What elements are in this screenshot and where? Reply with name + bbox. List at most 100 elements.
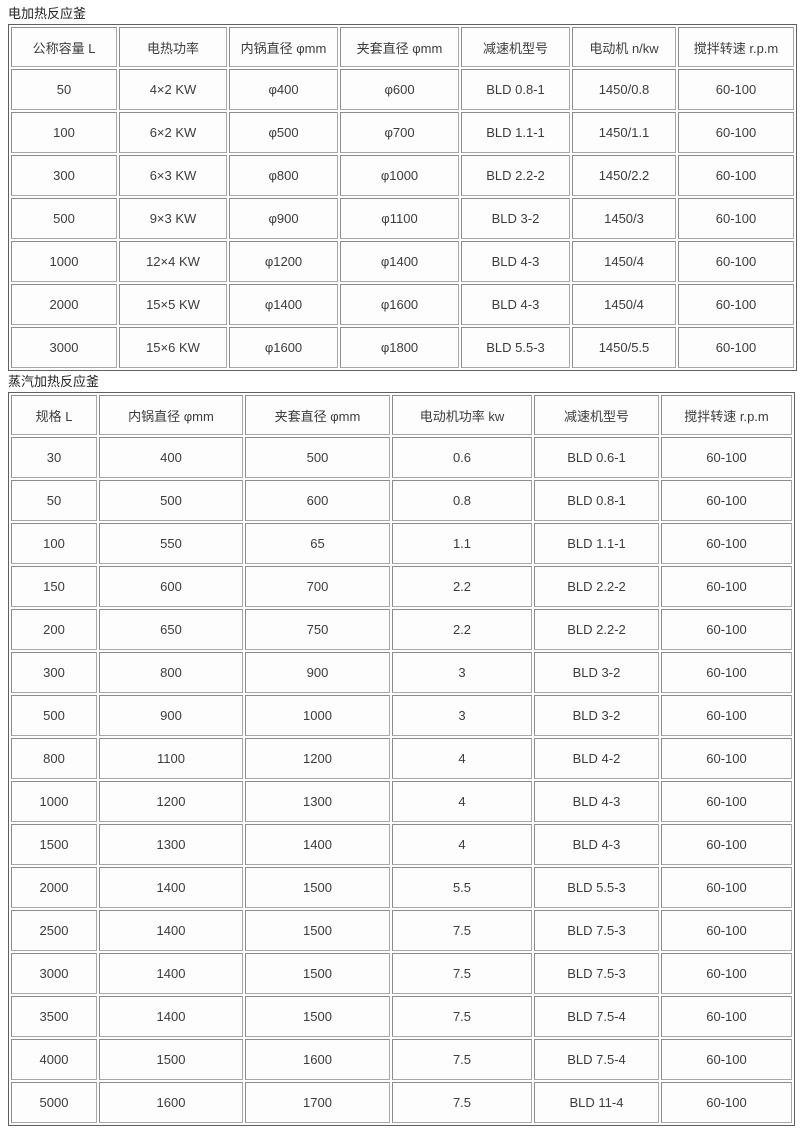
table-cell: 60-100 <box>661 781 792 822</box>
column-header: 减速机型号 <box>534 395 659 435</box>
table-cell: 60-100 <box>678 241 794 282</box>
table-cell: 3 <box>392 695 532 736</box>
table-cell: 60-100 <box>661 738 792 779</box>
table-cell: 50 <box>11 69 117 110</box>
table-cell: BLD 0.8-1 <box>534 480 659 521</box>
table-cell: BLD 4-3 <box>534 824 659 865</box>
table-cell: 2.2 <box>392 609 532 650</box>
table-row: 800 1100 1200 4 BLD 4-2 60-100 <box>11 738 792 779</box>
table-cell: 1450/1.1 <box>572 112 676 153</box>
table-cell: 400 <box>99 437 243 478</box>
table-row: 150 600 700 2.2 BLD 2.2-2 60-100 <box>11 566 792 607</box>
table-cell: BLD 4-2 <box>534 738 659 779</box>
table-cell: 900 <box>245 652 390 693</box>
table-cell: 700 <box>245 566 390 607</box>
column-header: 电动机功率 kw <box>392 395 532 435</box>
table-cell: 100 <box>11 523 97 564</box>
table-cell: 300 <box>11 652 97 693</box>
table-cell: BLD 4-3 <box>461 241 570 282</box>
table-row: 1000 1200 1300 4 BLD 4-3 60-100 <box>11 781 792 822</box>
table-cell: 60-100 <box>661 910 792 951</box>
table-cell: 1450/5.5 <box>572 327 676 368</box>
table-cell: φ1000 <box>340 155 459 196</box>
table-cell: 1000 <box>11 241 117 282</box>
table-body: 30 400 500 0.6 BLD 0.6-1 60-100 50 500 600 0.8 BLD… <box>11 437 792 1123</box>
table-cell: 1500 <box>99 1039 243 1080</box>
table-cell: φ1600 <box>229 327 338 368</box>
table-cell: 1300 <box>99 824 243 865</box>
table-cell: 5000 <box>11 1082 97 1123</box>
steam-heating-reactor-table: 规格 L 内锅直径 φmm 夹套直径 φmm 电动机功率 kw 减速机型号 搅拌转速 r.… <box>8 392 795 1126</box>
table-cell: 60-100 <box>661 867 792 908</box>
column-header: 内锅直径 φmm <box>229 27 338 67</box>
table-cell: 800 <box>99 652 243 693</box>
table-cell: 60-100 <box>661 824 792 865</box>
table-header: 规格 L 内锅直径 φmm 夹套直径 φmm 电动机功率 kw 减速机型号 搅拌转速 r.… <box>11 395 792 435</box>
table-cell: 1400 <box>99 910 243 951</box>
table-cell: 65 <box>245 523 390 564</box>
table-cell: 1500 <box>245 910 390 951</box>
column-header: 内锅直径 φmm <box>99 395 243 435</box>
column-header: 规格 L <box>11 395 97 435</box>
table-cell: BLD 5.5-3 <box>461 327 570 368</box>
table-cell: 6×2 KW <box>119 112 227 153</box>
electric-heating-reactor-title: 电加热反应釜 <box>8 6 87 21</box>
column-header: 电热功率 <box>119 27 227 67</box>
table-cell: φ600 <box>340 69 459 110</box>
table-cell: φ1200 <box>229 241 338 282</box>
table-cell: 1500 <box>245 996 390 1037</box>
table-cell: 3000 <box>11 327 117 368</box>
table-row: 3000 1400 1500 7.5 BLD 7.5-3 60-100 <box>11 953 792 994</box>
table-cell: BLD 4-3 <box>461 284 570 325</box>
table-cell: φ1400 <box>229 284 338 325</box>
table-cell: 1450/4 <box>572 284 676 325</box>
column-header: 搅拌转速 r.p.m <box>678 27 794 67</box>
table-cell: 1400 <box>99 867 243 908</box>
table-cell: 0.8 <box>392 480 532 521</box>
table-cell: 60-100 <box>661 437 792 478</box>
table-cell: 4×2 KW <box>119 69 227 110</box>
table-row: 3500 1400 1500 7.5 BLD 7.5-4 60-100 <box>11 996 792 1037</box>
table-row: 100 6×2 KW φ500 φ700 BLD 1.1-1 1450/1.1 60-100 <box>11 112 794 153</box>
column-header: 电动机 n/kw <box>572 27 676 67</box>
table-cell: 60-100 <box>661 566 792 607</box>
table-cell: 4 <box>392 738 532 779</box>
table-cell: 1600 <box>245 1039 390 1080</box>
table-cell: BLD 7.5-4 <box>534 1039 659 1080</box>
table-cell: 60-100 <box>661 695 792 736</box>
steam-heating-reactor-title: 蒸汽加热反应釜 <box>8 374 100 389</box>
table-cell: 1700 <box>245 1082 390 1123</box>
column-header: 夹套直径 φmm <box>340 27 459 67</box>
table-cell: φ1100 <box>340 198 459 239</box>
table-cell: 500 <box>245 437 390 478</box>
table-row: 100 550 65 1.1 BLD 1.1-1 60-100 <box>11 523 792 564</box>
table-cell: 1500 <box>11 824 97 865</box>
table-cell: BLD 1.1-1 <box>461 112 570 153</box>
table-cell: 60-100 <box>661 1039 792 1080</box>
table-cell: φ1800 <box>340 327 459 368</box>
table-cell: 60-100 <box>661 480 792 521</box>
table-cell: 60-100 <box>661 652 792 693</box>
electric-heating-reactor-table: 公称容量 L 电热功率 内锅直径 φmm 夹套直径 φmm 减速机型号 电动机 n/kw 搅… <box>8 24 797 371</box>
table-cell: 1500 <box>245 867 390 908</box>
table-cell: 3 <box>392 652 532 693</box>
table-row: 300 800 900 3 BLD 3-2 60-100 <box>11 652 792 693</box>
table-cell: 1200 <box>245 738 390 779</box>
table-row: 2500 1400 1500 7.5 BLD 7.5-3 60-100 <box>11 910 792 951</box>
table-cell: 500 <box>99 480 243 521</box>
table-cell: BLD 7.5-3 <box>534 910 659 951</box>
table-cell: 550 <box>99 523 243 564</box>
table-row: 300 6×3 KW φ800 φ1000 BLD 2.2-2 1450/2.2 60-10… <box>11 155 794 196</box>
table-cell: 6×3 KW <box>119 155 227 196</box>
header-row: 公称容量 L 电热功率 内锅直径 φmm 夹套直径 φmm 减速机型号 电动机 n/kw 搅… <box>11 27 794 67</box>
table-cell: φ1400 <box>340 241 459 282</box>
table-cell: 900 <box>99 695 243 736</box>
table-cell: 15×5 KW <box>119 284 227 325</box>
table-cell: 9×3 KW <box>119 198 227 239</box>
table-row: 50 4×2 KW φ400 φ600 BLD 0.8-1 1450/0.8 60-100 <box>11 69 794 110</box>
table-cell: 2000 <box>11 867 97 908</box>
table-cell: BLD 3-2 <box>461 198 570 239</box>
table-cell: 60-100 <box>661 996 792 1037</box>
table-cell: BLD 7.5-4 <box>534 996 659 1037</box>
